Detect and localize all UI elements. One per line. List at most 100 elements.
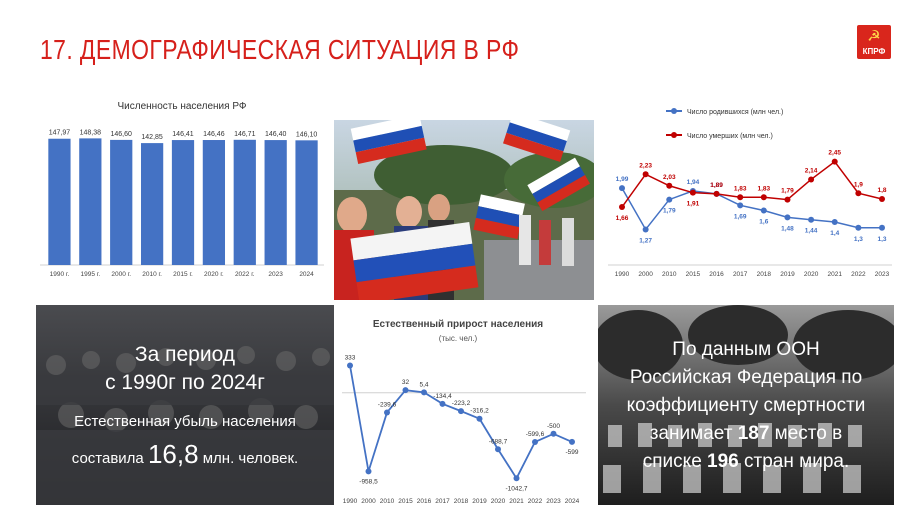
population-value-label: 142,85 (141, 134, 163, 141)
natural-growth-year-label: 2024 (565, 498, 580, 505)
un-total-value: 196 (707, 451, 739, 472)
deaths-label: 1,9 (854, 181, 863, 188)
population-year-label: 2024 (299, 271, 314, 278)
population-value-label: 146,41 (172, 131, 194, 138)
deaths-label: 2,14 (805, 167, 818, 174)
deaths-point (879, 196, 885, 202)
period-range: с 1990г по 2024г (105, 371, 265, 394)
births-label: 1,27 (639, 237, 652, 244)
natural-growth-year-label: 2018 (454, 498, 469, 505)
population-bar (171, 140, 195, 265)
crowd-photo-background (36, 305, 334, 505)
kprf-logo: ☭ КПРФ (857, 25, 891, 59)
bd-year-label: 2018 (757, 271, 772, 278)
un-rank-value: 187 (737, 423, 770, 444)
population-year-label: 2023 (268, 271, 283, 278)
population-bar (140, 143, 164, 265)
population-value-label: 146,46 (203, 131, 225, 138)
natural-growth-year-label: 2020 (491, 498, 506, 505)
un-rank-suffix: место в (774, 423, 843, 444)
deaths-label: 1,91 (687, 201, 700, 208)
births-label: 1,94 (687, 179, 700, 186)
population-year-label: 2022 г. (235, 271, 255, 278)
natural-growth-point (365, 468, 372, 475)
natural-growth-label: -599 (565, 449, 578, 456)
natural-growth-point (569, 438, 575, 445)
deaths-point (666, 182, 673, 189)
natural-growth-year-label: 2000 (361, 498, 376, 505)
hammer-sickle-icon: ☭ (867, 27, 881, 45)
population-year-label: 2010 г. (142, 271, 162, 278)
births-point (831, 219, 838, 225)
un-source: По данным ООН (672, 339, 820, 360)
natural-growth-label: -599,6 (526, 431, 545, 438)
population-year-label: 2000 г. (111, 271, 131, 278)
births-point (619, 185, 625, 192)
natural-growth-year-label: 2015 (398, 498, 413, 505)
natural-growth-point (347, 362, 353, 369)
bd-year-label: 2023 (875, 271, 890, 278)
population-year-label: 2020 г. (204, 271, 224, 278)
natural-growth-subtitle: (тыс. чел.) (439, 334, 478, 343)
deaths-point (713, 190, 720, 197)
deaths-point (855, 190, 862, 197)
decline-unit: млн. человек. (202, 450, 299, 467)
bd-year-label: 2021 (827, 271, 842, 278)
deaths-label: 2,03 (663, 174, 676, 181)
population-year-label: 2015 г. (173, 271, 193, 278)
logo-text: КПРФ (862, 47, 886, 56)
natural-growth-label: -134,4 (433, 393, 452, 400)
un-rank-prefix: занимает (649, 423, 733, 444)
natural-growth-point (384, 409, 390, 416)
births-point (784, 214, 791, 221)
births-label: 1,69 (734, 213, 747, 220)
deaths-label: 2,45 (828, 150, 841, 157)
deaths-label: 1,83 (734, 185, 747, 192)
deaths-label: 1,8 (877, 187, 886, 194)
deaths-point (831, 158, 838, 165)
deaths-point (642, 171, 649, 178)
population-chart-title: Численность населения РФ (118, 101, 247, 112)
population-bar (202, 140, 226, 265)
natural-growth-point (495, 446, 501, 453)
bd-year-label: 2000 (638, 271, 653, 278)
natural-growth-label: -239,6 (378, 401, 397, 408)
deaths-point (808, 176, 815, 183)
deaths-point (737, 194, 744, 201)
un-line-3: коэффициенту смертности (626, 395, 866, 416)
births-label: 1,79 (663, 208, 676, 215)
population-value-label: 146,40 (265, 131, 287, 138)
natural-growth-year-label: 2021 (509, 498, 524, 505)
natural-growth-label: 32 (402, 379, 410, 386)
deaths-label: 2,23 (639, 162, 652, 169)
natural-growth-point (532, 438, 538, 445)
births-point (666, 196, 673, 203)
natural-growth-year-label: 2010 (380, 498, 395, 505)
natural-growth-title: Естественный прирост населения (373, 319, 543, 330)
births-point (737, 202, 744, 209)
legend-marker (671, 108, 677, 114)
un-panel: По данным ООН Российская Федерация по ко… (598, 305, 894, 505)
births-label: 1,89 (710, 182, 723, 189)
natural-growth-year-label: 2022 (528, 498, 543, 505)
population-value-label: 146,71 (234, 131, 256, 138)
natural-growth-chart: Естественный прирост населения (тыс. чел… (342, 319, 586, 505)
population-value-label: 148,38 (80, 129, 102, 136)
natural-growth-label: 333 (345, 354, 356, 361)
natural-growth-year-label: 2017 (435, 498, 450, 505)
births-point (808, 216, 815, 223)
cemetery-photo-background (598, 305, 894, 505)
births-point (760, 207, 767, 214)
population-bar (48, 138, 71, 265)
population-value-label: 147,97 (49, 130, 71, 137)
deaths-point (619, 204, 625, 211)
flag-crowd-photo (334, 120, 594, 300)
births-label: 1,3 (854, 236, 863, 243)
births-point (642, 226, 649, 233)
deaths-line (621, 160, 883, 208)
births-label: 1,99 (616, 176, 629, 183)
deaths-label: 1,83 (757, 185, 770, 192)
bd-year-label: 2015 (686, 271, 701, 278)
un-line-4: занимает 187 место в (598, 423, 894, 445)
natural-growth-year-label: 2023 (546, 498, 561, 505)
